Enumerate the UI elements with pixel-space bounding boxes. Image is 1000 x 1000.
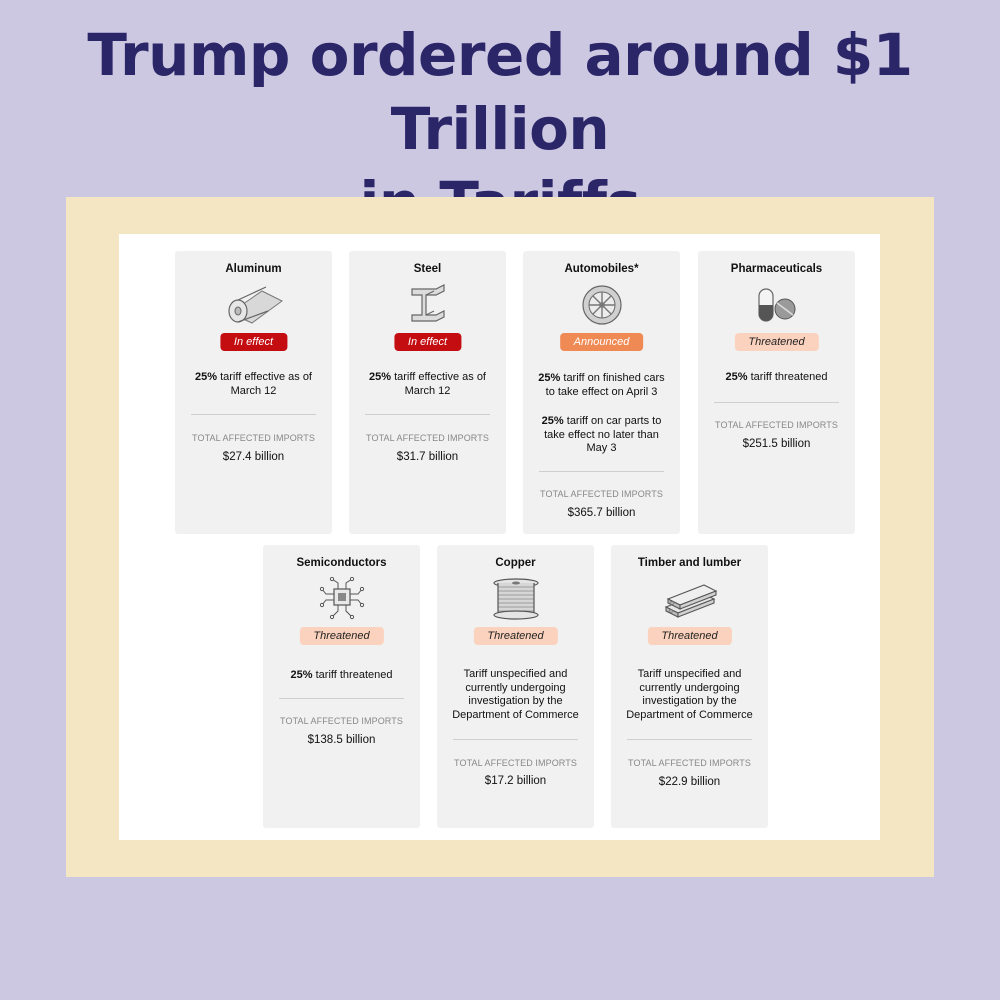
category-title: Steel: [413, 263, 442, 275]
imports-value: $365.7 billion: [567, 507, 636, 519]
headline-line-1: Trump ordered around $1 Trillion: [87, 21, 913, 163]
imports-value: $138.5 billion: [307, 734, 376, 746]
divider: [627, 739, 752, 740]
status-badge: Threatened: [299, 627, 384, 645]
tariff-description: 25% tariff threatened: [725, 371, 828, 383]
imports-label: TOTAL AFFECTED IMPORTS: [454, 758, 577, 768]
card-automobiles: Automobiles* Announced 25% tariff on fin…: [523, 251, 680, 534]
imports-value: $22.9 billion: [658, 776, 721, 788]
tariff-description: 25% tariff on finished cars to take effe…: [538, 372, 665, 398]
headline: Trump ordered around $1 Trillion in Tari…: [0, 18, 1000, 240]
divider: [714, 402, 839, 403]
car-wheel-icon: [581, 285, 622, 325]
category-title: Automobiles*: [564, 263, 639, 275]
category-title: Semiconductors: [296, 557, 387, 569]
pills-icon: [757, 288, 795, 322]
tariff-description: 25% tariff effective as of March 12: [194, 371, 312, 397]
tariff-description: Tariff unspecified and currently undergo…: [452, 668, 579, 721]
copper-spool-icon: [492, 578, 539, 620]
card-timber-and-lumber: Timber and lumber Threatened Tariff unsp…: [611, 545, 768, 828]
status-badge: In effect: [393, 333, 462, 351]
tariff-description: Tariff unspecified and currently undergo…: [626, 668, 753, 721]
category-title: Aluminum: [225, 263, 282, 275]
tariff-description: 25% tariff threatened: [290, 669, 393, 681]
divider: [365, 414, 490, 415]
steel-beam-icon: [410, 284, 445, 322]
divider: [279, 698, 404, 699]
divider: [453, 739, 578, 740]
tariff-description-parts: 25% tariff on car parts to take effect n…: [541, 415, 662, 454]
category-title: Pharmaceuticals: [730, 263, 823, 275]
status-badge: Threatened: [734, 333, 819, 351]
card-semiconductors: Semiconductors Threatened 25% tariff thr…: [263, 545, 420, 828]
status-badge: Threatened: [647, 627, 732, 645]
category-title: Timber and lumber: [637, 557, 742, 569]
imports-label: TOTAL AFFECTED IMPORTS: [540, 489, 663, 499]
imports-value: $27.4 billion: [222, 451, 285, 463]
imports-label: TOTAL AFFECTED IMPORTS: [628, 758, 751, 768]
imports-label: TOTAL AFFECTED IMPORTS: [366, 433, 489, 443]
imports-label: TOTAL AFFECTED IMPORTS: [280, 716, 403, 726]
divider: [539, 471, 664, 472]
status-badge: Threatened: [473, 627, 558, 645]
imports-value: $17.2 billion: [484, 775, 547, 787]
status-badge: In effect: [219, 333, 288, 351]
imports-value: $251.5 billion: [742, 438, 811, 450]
tariff-description: 25% tariff effective as of March 12: [368, 371, 486, 397]
imports-label: TOTAL AFFECTED IMPORTS: [715, 420, 838, 430]
lumber-planks-icon: [664, 584, 717, 618]
card-copper: Copper Threatened Tariff unspecified and…: [437, 545, 594, 828]
card-pharmaceuticals: Pharmaceuticals Threatened 25% tariff th…: [698, 251, 855, 534]
category-title: Copper: [495, 557, 536, 569]
card-steel: Steel In effect 25% tariff effective as …: [349, 251, 506, 534]
divider: [191, 414, 316, 415]
aluminum-roll-icon: [227, 286, 283, 324]
status-badge: Announced: [559, 333, 644, 351]
imports-label: TOTAL AFFECTED IMPORTS: [192, 433, 315, 443]
card-aluminum: Aluminum In effect 25% tariff effective …: [175, 251, 332, 534]
microchip-icon: [319, 577, 364, 620]
imports-value: $31.7 billion: [396, 451, 459, 463]
